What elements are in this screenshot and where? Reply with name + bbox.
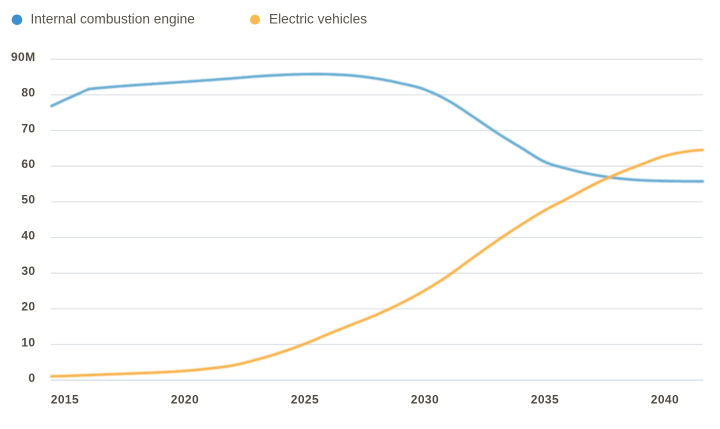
svg-text:90M: 90M xyxy=(11,50,36,64)
svg-text:80: 80 xyxy=(21,86,35,100)
svg-text:Internal combustion engine: Internal combustion engine xyxy=(31,11,195,26)
svg-text:40: 40 xyxy=(21,228,35,242)
svg-text:60: 60 xyxy=(21,157,35,171)
svg-text:2025: 2025 xyxy=(291,393,319,407)
svg-text:10: 10 xyxy=(21,335,35,349)
svg-text:2020: 2020 xyxy=(171,393,199,407)
svg-text:2040: 2040 xyxy=(651,393,679,407)
svg-text:50: 50 xyxy=(21,193,35,207)
svg-text:2015: 2015 xyxy=(51,393,79,407)
svg-text:30: 30 xyxy=(21,264,35,278)
svg-text:2030: 2030 xyxy=(411,393,439,407)
svg-text:70: 70 xyxy=(21,121,35,135)
svg-text:0: 0 xyxy=(28,371,35,385)
svg-text:20: 20 xyxy=(21,300,35,314)
svg-text:Electric vehicles: Electric vehicles xyxy=(269,11,367,26)
svg-text:2035: 2035 xyxy=(531,393,559,407)
